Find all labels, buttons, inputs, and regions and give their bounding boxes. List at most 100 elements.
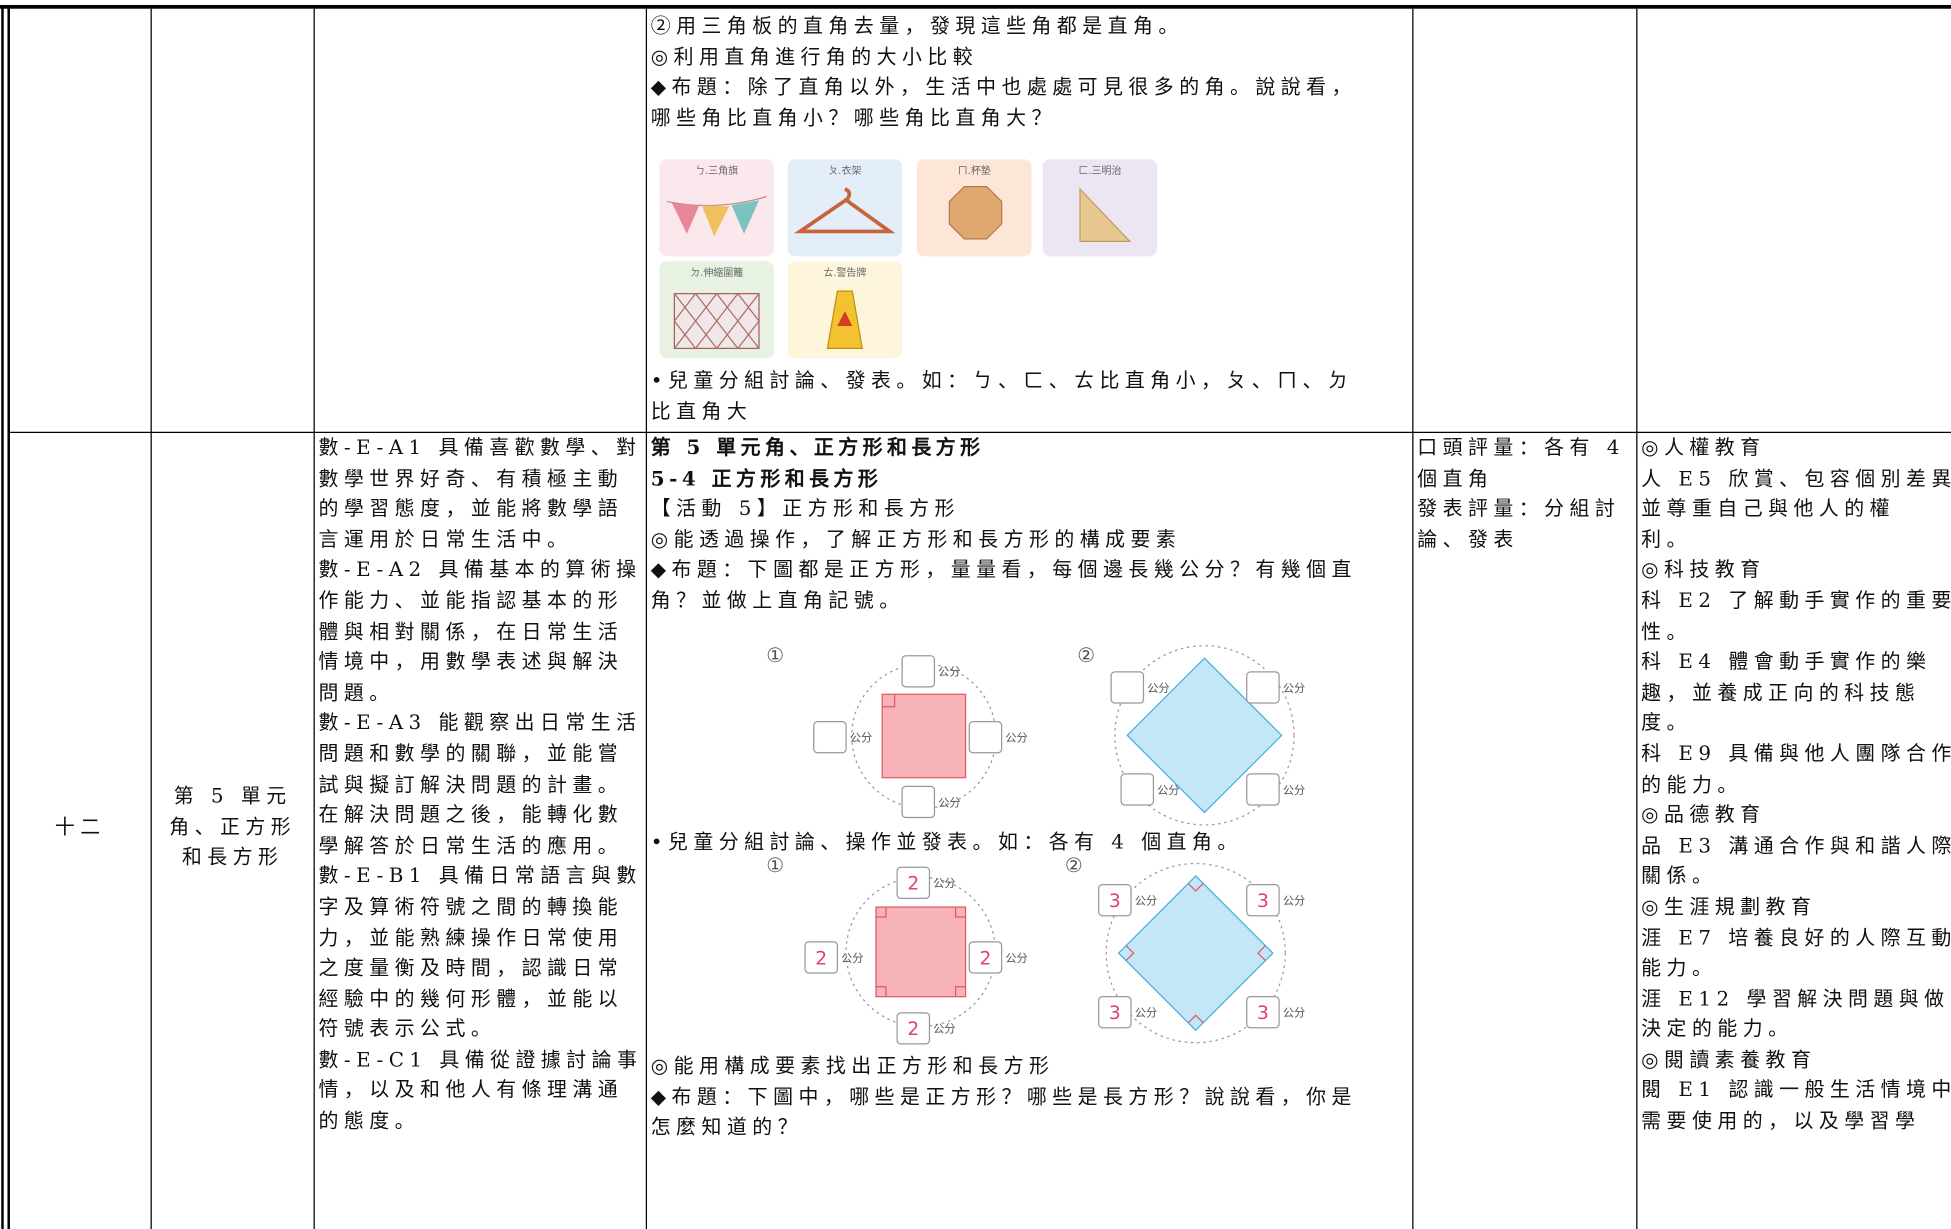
text-line: 經驗中的幾何形體，並能以: [318, 986, 624, 1010]
text-line: 和長方形: [181, 845, 284, 869]
diagram-label: ②: [1065, 857, 1083, 877]
answer: 2: [980, 948, 992, 969]
text-line: 情境中，用數學表述與解決: [318, 649, 624, 674]
text-block: ②用三角板的直角去量，發現這些角都是直角。 ◎利用直角進行角的大小比較 ◆布題：除了…: [651, 11, 1357, 133]
text-line: 能力。: [1641, 955, 1718, 980]
sign-icon: [826, 290, 864, 350]
unit-label: 公分: [1005, 952, 1027, 965]
text-line: ◎生涯規劃教育: [1641, 894, 1817, 919]
picture: ㄊ.警告牌: [787, 261, 903, 359]
answer: 3: [1257, 891, 1269, 912]
text-line: 需要使用的，以及學習學: [1641, 1108, 1921, 1133]
picture-label: ㄆ.衣架: [828, 165, 862, 177]
text-line: ◎利用直角進行角的大小比較: [650, 44, 979, 68]
text-line: 第 5 單元: [173, 783, 292, 808]
text-line: 利。: [1641, 527, 1692, 551]
text-block: 第 5 單元 角、正方形和長方形: [152, 781, 314, 873]
text-line: ◎能透過操作，了解正方形和長方形的構成要素: [650, 527, 1182, 551]
text-line: ◆布題：下圖中，哪些是正方形？哪些是長方形？說說看，你是: [650, 1084, 1357, 1109]
text-line: 人 E5 欣賞、包容個別差異: [1641, 466, 1951, 490]
text-line: 哪些角比直角小？哪些角比直角大？: [650, 105, 1057, 130]
text-line: 科 E2 了解動手實作的重要: [1641, 588, 1951, 613]
text-block: •兒童分組討論、發表。如：ㄅ、ㄈ、ㄊ比直角小，ㄆ、ㄇ、ㄉ 比直角大: [651, 366, 1354, 427]
text-line: 趣，並養成正向的科技態: [1641, 680, 1921, 704]
picture: ㄈ.三明治: [1042, 159, 1158, 257]
answer: 2: [907, 874, 919, 895]
text-line: 數-E-B1 具備日常語言與數: [318, 863, 642, 888]
unit-label: 公分: [1135, 1007, 1157, 1020]
answer: 3: [1257, 1003, 1269, 1024]
picture-label: ㄈ.三明治: [1078, 165, 1122, 177]
cell: [151, 8, 315, 434]
text-line: 符號表示公式。: [318, 1016, 497, 1041]
issues-cell: ◎人權教育人 E5 欣賞、包容個別差異 並尊重自己與他人的權 利。 ◎科技教育科 E2…: [1637, 433, 1951, 1229]
text-line: ◎品德教育: [1641, 802, 1766, 827]
text-block: 第 5 單元角、正方形和長方形 5-4 正方形和長方形【活動 5】正方形和長方形 ◎…: [651, 433, 1412, 617]
text-line: 閱 E1 認識一般生活情境中: [1641, 1078, 1951, 1102]
gate-icon: [673, 293, 760, 350]
text-line: 的能力。: [1641, 772, 1743, 796]
square-diagram: ① 公分 公分 公分 公分 ② 公分 公分: [766, 643, 1305, 826]
text-line: 在解決問題之後，能轉化數: [318, 802, 624, 827]
unit-label: 公分: [933, 1023, 955, 1036]
picture-label: ㄊ.警告牌: [823, 267, 867, 279]
text-line: 情，以及和他人有條理溝通: [318, 1078, 624, 1102]
text-line: 度。: [1641, 710, 1692, 735]
text-block: ◎能用構成要素找出正方形和長方形 ◆布題：下圖中，哪些是正方形？哪些是長方形？說說…: [651, 1052, 1412, 1144]
text-line: 問題。: [318, 680, 395, 704]
flag-icon: [666, 195, 767, 237]
text-line: 試與擬訂解決問題的計畫。: [318, 772, 624, 796]
text-line: 第 5 單元角、正方形和長方形: [650, 435, 985, 460]
text-line: 角、正方形: [169, 814, 297, 839]
left-border: [1, 4, 4, 1229]
cell: [314, 8, 648, 434]
text-line: 決定的能力。: [1641, 1016, 1794, 1041]
text-line: 【活動 5】正方形和長方形: [650, 496, 960, 521]
text-line: 個直角: [1417, 466, 1494, 490]
unit-label: 公分: [850, 731, 872, 744]
picture-label: ㄇ.杯墊: [957, 165, 991, 177]
week-cell: 十二: [10, 433, 152, 1229]
answer: 2: [815, 948, 827, 969]
square-answer-diagram: ① 2 2 2 2 公分 公分 公分 公分 ②: [766, 857, 1305, 1045]
answer: 2: [907, 1019, 919, 1040]
assessment-cell: 口頭評量：各有 4 個直角 發表評量：分組討 論、發表: [1413, 433, 1638, 1229]
picture-label: ㄅ.三角旗: [695, 165, 739, 177]
cell: [9, 8, 152, 434]
unit-label: 公分: [1005, 731, 1027, 744]
text-line: 力，並能熟練操作日常使用: [318, 925, 624, 949]
unit-label: 公分: [841, 952, 863, 965]
unit-label: 公分: [1283, 895, 1305, 908]
unit-label: 公分: [1283, 1007, 1305, 1020]
text-line: 口頭評量：各有 4: [1417, 435, 1625, 460]
text-line: 角？並做上直角記號。: [650, 588, 905, 613]
unit-label: 公分: [1283, 681, 1305, 694]
unit-label: 公分: [1135, 895, 1157, 908]
unit-label: 公分: [1283, 783, 1305, 796]
text-line: ②用三角板的直角去量，發現這些角都是直角。: [650, 13, 1184, 38]
text-line: 的態度。: [318, 1108, 421, 1133]
picture: ㄉ.伸縮圍籬: [659, 261, 774, 359]
text-line: 學解答於日常生活的應用。: [318, 833, 624, 857]
unit-label: 公分: [1157, 783, 1179, 796]
text-line: 之度量衡及時間，認識日常: [318, 955, 624, 980]
text-line: 數-E-A3 能觀察出日常生活: [318, 710, 642, 735]
text-line: ◎閱讀素養教育: [1641, 1047, 1817, 1072]
picture: ㄇ.杯墊: [917, 159, 1032, 257]
text-line: ◎人權教育: [1641, 435, 1766, 460]
text-line: 論、發表: [1417, 527, 1519, 551]
content-cell: ②用三角板的直角去量，發現這些角都是直角。 ◎利用直角進行角的大小比較 ◆布題：除了…: [647, 8, 1414, 434]
cell: [1413, 8, 1638, 434]
sandwich-icon: [1079, 187, 1132, 243]
text-line: 字及算術符號之間的轉換能: [318, 894, 624, 919]
text-line: 並尊重自己與他人的權: [1641, 496, 1896, 521]
unit-label: 公分: [933, 877, 955, 890]
unit-label: 公分: [938, 796, 960, 809]
unit-label: 公分: [938, 665, 960, 678]
top-border: [0, 4, 1951, 9]
text-line: 性。: [1641, 619, 1692, 643]
answer: 3: [1109, 1003, 1121, 1024]
text-line: 問題和數學的關聯，並能嘗: [318, 741, 624, 766]
text-line: •兒童分組討論、發表。如：ㄅ、ㄈ、ㄊ比直角小，ㄆ、ㄇ、ㄉ: [650, 368, 1354, 392]
text-line: 5-4 正方形和長方形: [650, 466, 883, 490]
